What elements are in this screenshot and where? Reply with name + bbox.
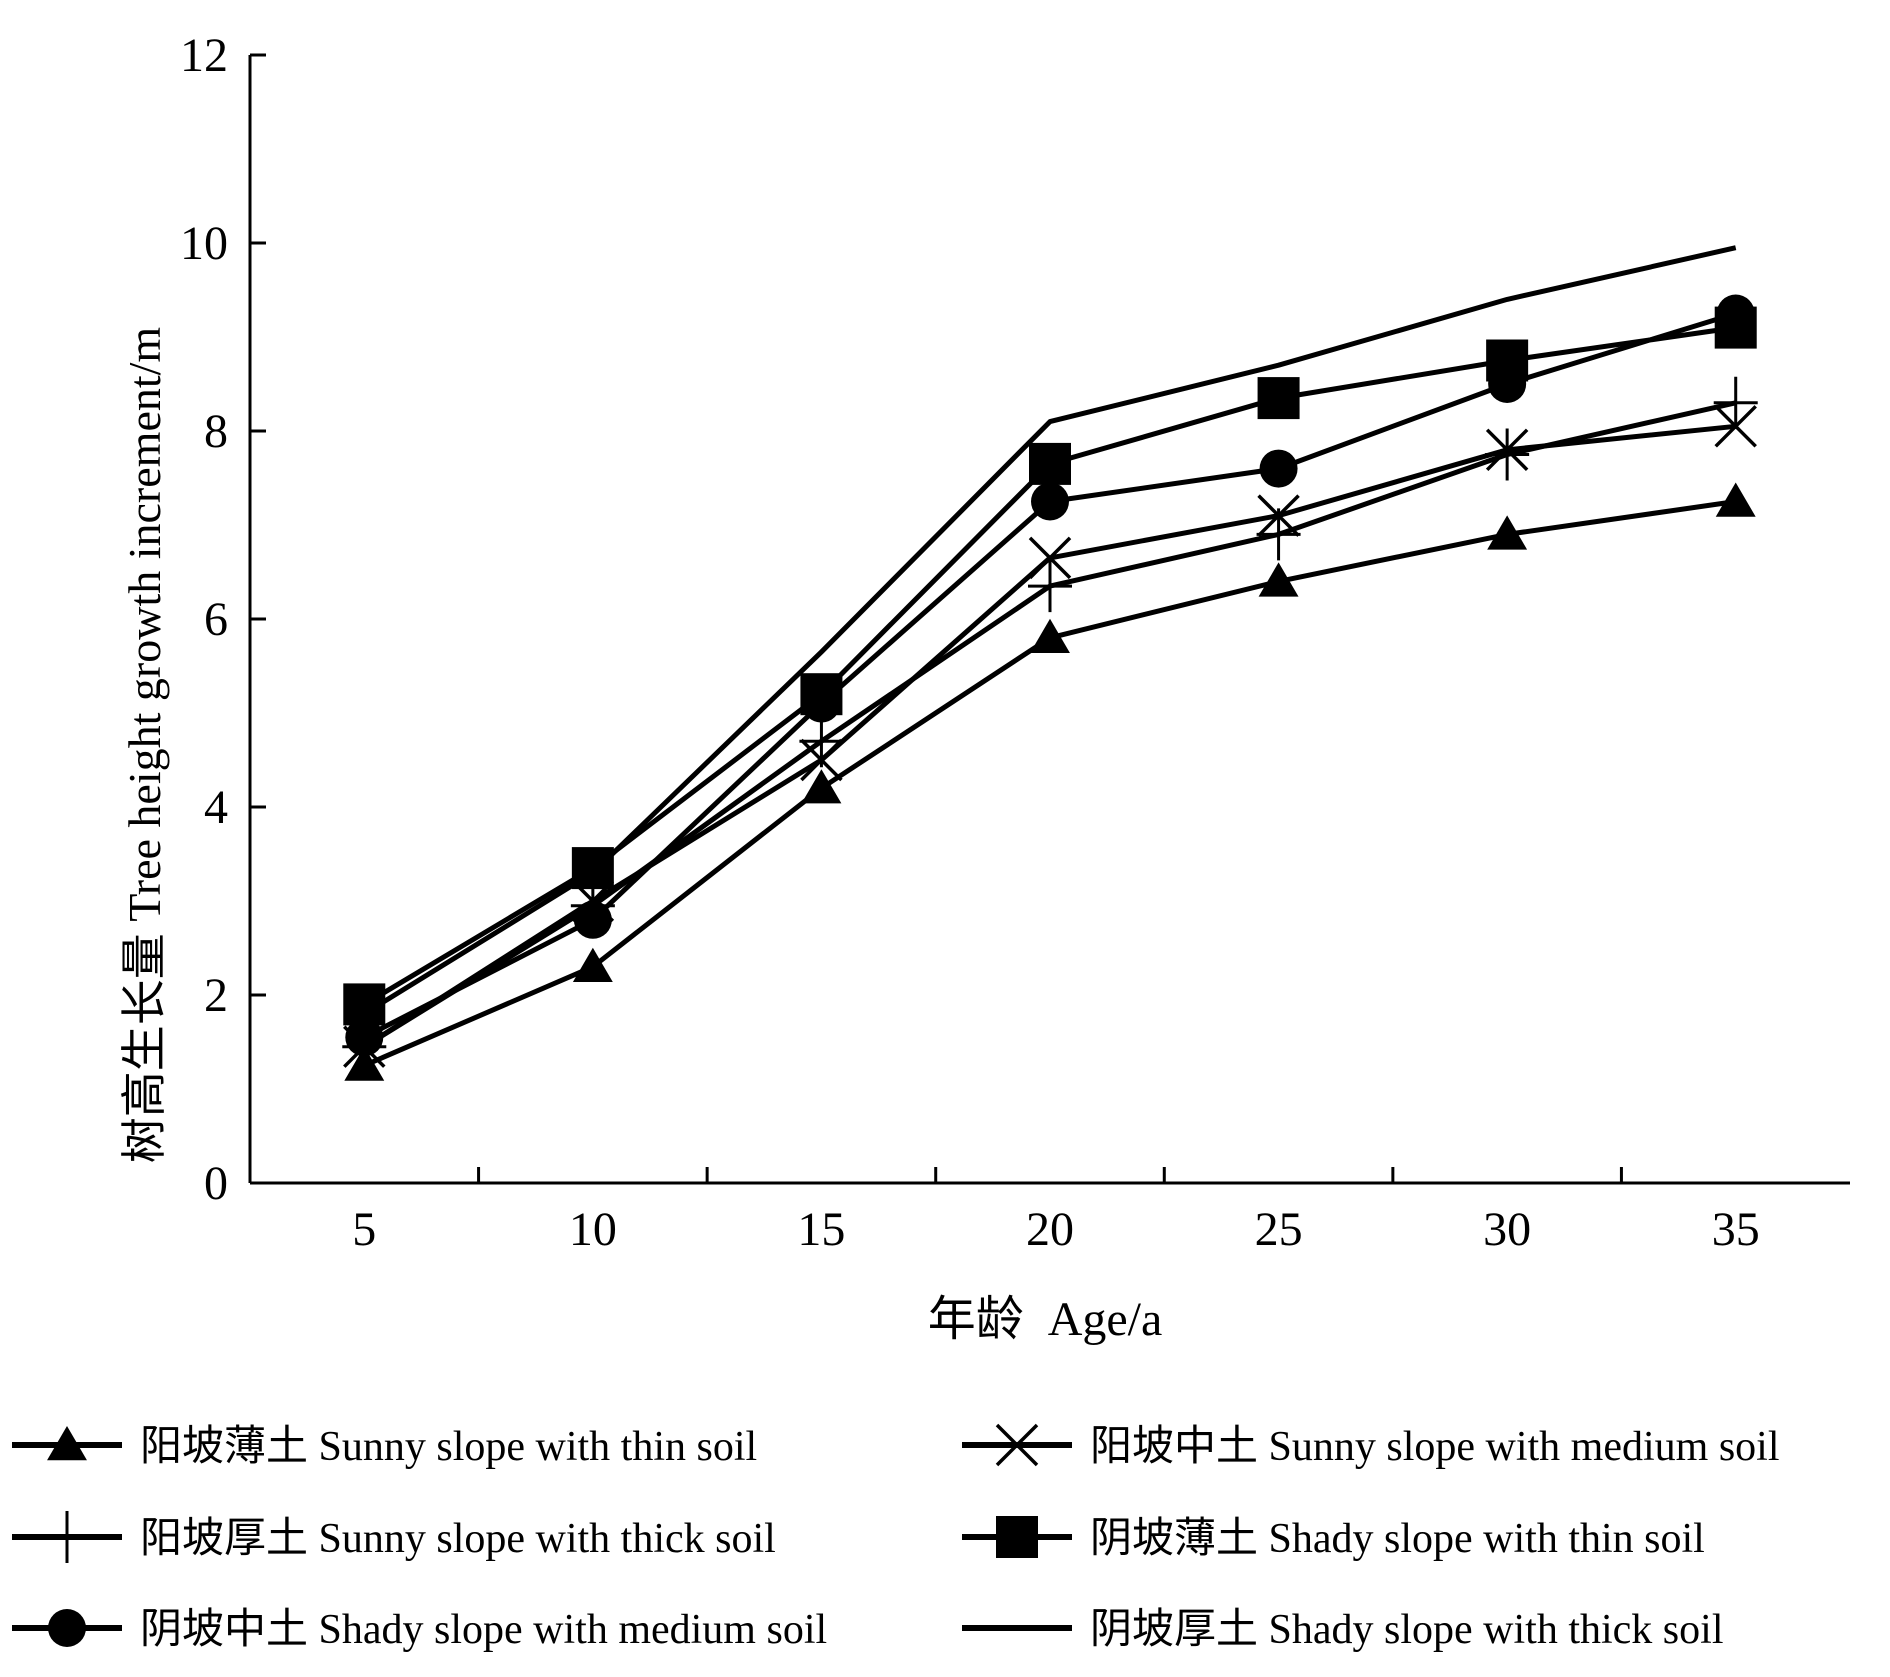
data-point-circle: [573, 900, 612, 939]
legend-item: 阴坡薄土 Shady slope with thin soil: [962, 1516, 1705, 1562]
legend-label: 阳坡厚土 Sunny slope with thick soil: [140, 1516, 776, 1562]
data-point-square: [1029, 442, 1071, 485]
data-point-circle: [802, 684, 841, 723]
data-point-square: [1257, 377, 1300, 420]
x-tick-label: 20: [1026, 1203, 1074, 1256]
series-line: [363, 325, 1737, 1007]
data-point-triangle: [1258, 562, 1299, 597]
data-point-circle: [1259, 449, 1298, 488]
data-point-triangle: [47, 1426, 87, 1461]
data-point-plus: [45, 1511, 89, 1563]
x-axis-label: 年龄 Age/a: [928, 1293, 1163, 1346]
data-point-plus: [1713, 376, 1758, 429]
legend-item: 阴坡中土 Shady slope with medium soil: [12, 1607, 827, 1653]
data-point-triangle: [1487, 515, 1528, 550]
legend-label: 阴坡中土 Shady slope with medium soil: [140, 1607, 827, 1653]
x-tick-label: 30: [1483, 1203, 1531, 1256]
legend: 阳坡薄土 Sunny slope with thin soil 阳坡中土 Sunn…: [12, 1423, 1780, 1653]
data-point-triangle: [572, 947, 613, 982]
axes: 0 2 4 6 8 10 12 5 10 15 20 25 30 35: [180, 29, 1850, 1256]
y-tick-label: 4: [204, 781, 228, 834]
legend-label: 阴坡薄土 Shady slope with thin soil: [1090, 1516, 1705, 1562]
data-point-circle: [1031, 482, 1069, 521]
x-tick-label: 15: [797, 1203, 845, 1256]
legend-label: 阳坡中土 Sunny slope with medium soil: [1090, 1424, 1780, 1470]
x-tick-label: 25: [1255, 1203, 1303, 1256]
series-4: [343, 306, 1757, 1026]
data-point-plus: [1485, 428, 1530, 481]
data-point-triangle: [1715, 482, 1756, 517]
legend-label: 阳坡薄土 Sunny slope with thin soil: [140, 1424, 757, 1470]
data-point-square: [996, 1516, 1038, 1558]
y-axis-label: 树高生长量 Tree height growth increment/m: [119, 327, 170, 1164]
legend-item: 阳坡薄土 Sunny slope with thin soil: [12, 1424, 757, 1470]
series-line: [362, 245, 1737, 1016]
y-tick-label: 2: [204, 969, 228, 1022]
legend-item: 阳坡厚土 Sunny slope with thick soil: [12, 1511, 776, 1563]
y-tick-label: 6: [204, 593, 228, 646]
data-point-x: [1028, 536, 1072, 580]
data-point-x: [995, 1423, 1039, 1467]
data-point-plus: [1256, 508, 1301, 561]
y-tick-label: 12: [180, 29, 228, 82]
series-layer: [342, 245, 1758, 1081]
y-tick-label: 0: [204, 1157, 228, 1210]
legend-item: 阴坡厚土 Shady slope with thick soil: [962, 1607, 1724, 1653]
data-point-plus: [1028, 560, 1072, 613]
data-point-circle: [48, 1609, 86, 1647]
data-point-plus: [799, 715, 844, 768]
x-tick-label: 10: [569, 1203, 617, 1256]
legend-item: 阳坡中土 Sunny slope with medium soil: [962, 1423, 1780, 1470]
series-5: [345, 294, 1755, 1057]
y-tick-label: 10: [180, 217, 228, 270]
x-tick-label: 35: [1712, 1203, 1760, 1256]
series-6: [362, 245, 1737, 1016]
data-point-circle: [1488, 365, 1527, 403]
data-point-circle: [1716, 294, 1755, 333]
x-tick-label: 5: [352, 1203, 376, 1256]
y-tick-label: 8: [204, 405, 228, 458]
series-1: [344, 482, 1756, 1081]
data-point-circle: [345, 1018, 384, 1057]
data-point-triangle: [801, 769, 842, 804]
data-point-triangle: [1030, 618, 1070, 653]
legend-label: 阴坡厚土 Shady slope with thick soil: [1090, 1607, 1724, 1653]
